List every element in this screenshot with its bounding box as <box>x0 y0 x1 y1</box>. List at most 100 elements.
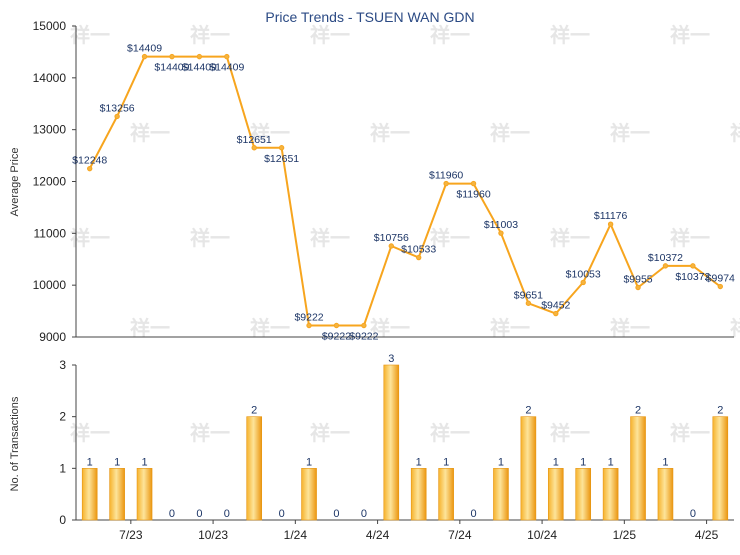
x-tick-label: 10/23 <box>198 528 228 542</box>
watermark-text: 祥一 <box>430 421 470 445</box>
transaction-count-label: 2 <box>717 405 723 417</box>
watermark-text: 祥一 <box>550 23 590 47</box>
transaction-count-label: 1 <box>141 456 147 468</box>
transaction-count-label: 2 <box>251 405 257 417</box>
price-point <box>470 180 477 187</box>
price-data-label: $10372 <box>675 271 710 283</box>
price-data-label: $9222 <box>349 330 378 342</box>
watermark-text: 祥一 <box>550 226 590 250</box>
price-point <box>553 310 559 317</box>
price-point <box>306 322 312 329</box>
watermark-text: 祥一 <box>250 316 290 340</box>
price-data-label: $10756 <box>374 232 409 244</box>
price-y-tick-label: 13000 <box>33 123 67 137</box>
price-point <box>635 284 641 291</box>
price-point <box>114 113 120 120</box>
transaction-bar <box>657 468 674 521</box>
price-data-label: $11003 <box>484 219 518 231</box>
transaction-bar <box>246 416 263 521</box>
transaction-bar <box>301 468 317 521</box>
x-tick-label: 7/24 <box>448 528 472 542</box>
transaction-count-label: 1 <box>498 456 504 468</box>
x-tick-label: 7/23 <box>119 528 143 542</box>
transaction-count-label: 0 <box>224 508 230 520</box>
watermark-text: 祥一 <box>370 121 410 145</box>
transaction-bar <box>493 468 509 521</box>
watermark-text: 祥一 <box>670 23 710 47</box>
transaction-bar <box>712 416 729 521</box>
watermark-text: 祥一 <box>430 226 470 250</box>
transaction-bar <box>630 416 646 521</box>
price-data-label: $9222 <box>294 311 323 323</box>
transaction-count-label: 0 <box>196 508 202 520</box>
transaction-count-label: 1 <box>443 456 449 468</box>
price-y-tick-label: 11000 <box>34 226 67 240</box>
price-data-label: $12651 <box>237 134 272 146</box>
price-data-label: $12651 <box>264 153 299 165</box>
price-point <box>662 263 669 269</box>
transaction-count-label: 0 <box>333 508 339 520</box>
price-data-label: $11960 <box>456 189 490 201</box>
watermark-text: 祥一 <box>310 421 350 445</box>
price-point <box>361 322 367 329</box>
watermark-text: 祥一 <box>430 23 470 47</box>
price-data-label: $9955 <box>623 273 652 285</box>
watermark-text: 祥一 <box>550 421 590 445</box>
transaction-bar <box>81 468 98 521</box>
transaction-count-label: 0 <box>169 508 175 520</box>
x-tick-label: 10/24 <box>527 528 557 542</box>
price-data-label: $9651 <box>514 289 543 301</box>
price-data-label: $11176 <box>594 210 628 222</box>
price-data-label: $10372 <box>648 252 683 264</box>
price-y-tick-label: 10000 <box>33 278 67 292</box>
transaction-count-label: 1 <box>662 456 668 468</box>
watermark-text: 祥一 <box>610 121 650 145</box>
x-tick-label: 4/25 <box>695 528 719 542</box>
x-tick-label: 1/24 <box>284 528 308 542</box>
transaction-count-label: 1 <box>580 456 586 468</box>
transaction-bar <box>547 468 564 521</box>
transactions-y-tick-label: 1 <box>59 461 66 475</box>
watermark-text: 祥一 <box>610 316 650 340</box>
watermark-text: 祥一 <box>670 421 710 445</box>
transaction-bar <box>438 468 454 521</box>
watermark-text: 祥一 <box>70 226 110 250</box>
watermark-text: 祥一 <box>70 421 110 445</box>
transaction-bar <box>602 468 619 521</box>
transaction-count-label: 0 <box>279 508 285 520</box>
price-point <box>169 53 175 60</box>
watermark-text: 祥一 <box>490 121 530 145</box>
watermark-text: 祥一 <box>190 23 230 47</box>
transaction-bar <box>109 468 125 521</box>
price-data-label: $14409 <box>154 62 189 74</box>
watermark-text: 祥一 <box>190 226 230 250</box>
transaction-bar <box>575 468 592 521</box>
transactions-y-tick-label: 2 <box>59 410 66 424</box>
price-point <box>416 254 422 261</box>
price-data-label: $12248 <box>72 155 107 167</box>
price-axis-label: Average Price <box>9 148 21 217</box>
watermark-text: 祥一 <box>310 23 350 47</box>
watermark-text: 祥一 <box>130 121 170 145</box>
price-point <box>87 165 93 172</box>
transaction-count-label: 1 <box>114 456 120 468</box>
price-point <box>251 145 257 151</box>
price-point <box>278 145 285 151</box>
price-data-label: $11960 <box>429 170 463 182</box>
watermark-text: 祥一 <box>370 316 410 340</box>
watermark-text: 祥一 <box>670 226 710 250</box>
price-data-label: $13256 <box>100 102 135 114</box>
price-data-label: $14409 <box>127 43 162 55</box>
watermark-text: 祥一 <box>730 121 740 145</box>
transaction-bar <box>383 364 400 521</box>
price-data-label: $9974 <box>706 273 735 285</box>
transaction-count-label: 3 <box>388 353 394 365</box>
transaction-count-label: 1 <box>416 456 422 468</box>
watermark-text: 祥一 <box>190 421 230 445</box>
transaction-count-label: 1 <box>553 456 559 468</box>
transactions-y-tick-label: 0 <box>59 513 66 527</box>
watermark-text: 祥一 <box>130 316 170 340</box>
price-y-tick-label: 15000 <box>33 19 67 33</box>
